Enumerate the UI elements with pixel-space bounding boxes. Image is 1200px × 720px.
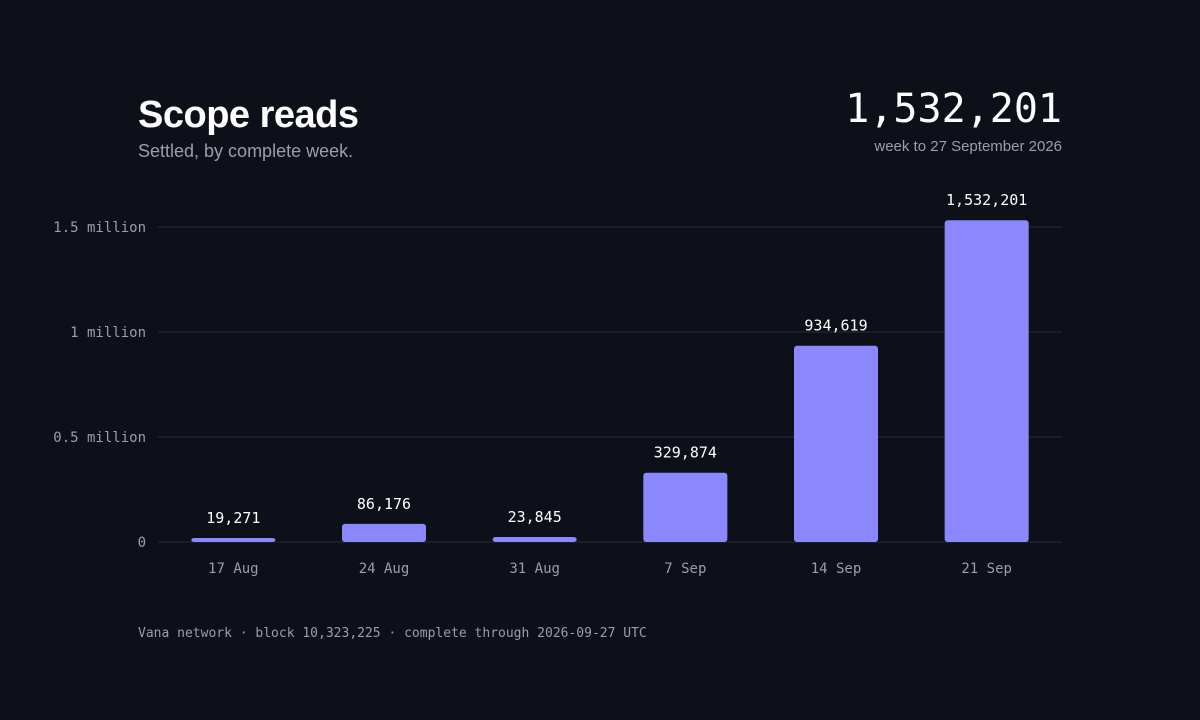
data-label: 19,271 — [206, 509, 260, 527]
headline-caption: week to 27 September 2026 — [874, 138, 1062, 155]
x-tick-label: 24 Aug — [359, 561, 410, 577]
y-tick-label: 0.5 million — [53, 430, 146, 446]
bar — [342, 523, 426, 542]
data-label: 329,874 — [654, 444, 717, 462]
x-tick-label: 14 Sep — [811, 561, 862, 577]
chart-subtitle: Settled, by complete week. — [138, 141, 354, 161]
chart-title: Scope reads — [138, 94, 359, 136]
x-tick-label: 17 Aug — [208, 561, 259, 577]
y-tick-label: 0 — [138, 535, 146, 551]
x-tick-label: 31 Aug — [509, 561, 560, 577]
data-label: 86,176 — [357, 495, 411, 513]
y-tick-label: 1 million — [70, 325, 146, 341]
bar — [794, 345, 878, 542]
footer-note: Vana network · block 10,323,225 · comple… — [138, 626, 647, 641]
bar — [492, 536, 577, 542]
data-label: 23,845 — [508, 508, 562, 526]
x-tick-label: 21 Sep — [961, 561, 1012, 577]
headline-value: 1,532,201 — [845, 86, 1062, 132]
bar — [944, 220, 1029, 542]
bar — [643, 472, 728, 542]
data-label: 1,532,201 — [946, 191, 1027, 209]
y-tick-label: 1.5 million — [53, 220, 146, 236]
x-tick-label: 7 Sep — [664, 561, 706, 577]
bar — [191, 537, 276, 542]
data-label: 934,619 — [804, 317, 867, 335]
